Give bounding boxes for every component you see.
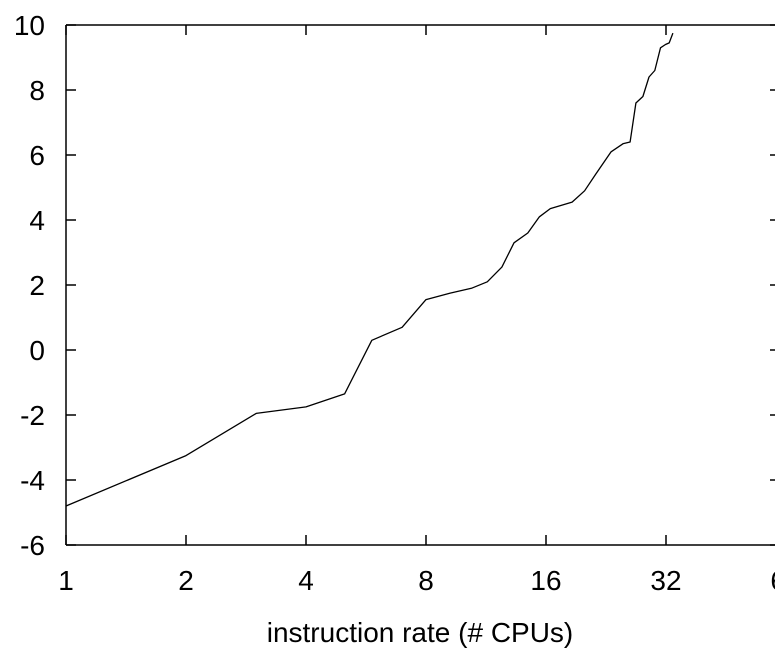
x-tick-label-16: 16 <box>530 565 561 596</box>
y-tick-label-8: 8 <box>29 75 45 106</box>
x-tick-label-8: 8 <box>418 565 434 596</box>
y-tick-label-10: 10 <box>14 10 45 41</box>
x-tick-label-2: 2 <box>178 565 194 596</box>
series-line-1 <box>65 32 674 507</box>
y-tick-label--2: -2 <box>20 400 45 431</box>
y-tick-label--6: -6 <box>20 530 45 561</box>
y-axis: -6 -4 -2 0 2 4 6 8 10 <box>14 10 775 561</box>
y-tick-label-4: 4 <box>29 205 45 236</box>
x-tick-label-32: 32 <box>650 565 681 596</box>
x-axis-title: instruction rate (# CPUs) <box>267 617 574 648</box>
x-axis: 1 2 4 8 16 32 64 <box>58 25 775 596</box>
y-tick-label-0: 0 <box>29 335 45 366</box>
y-tick-label--4: -4 <box>20 465 45 496</box>
y-tick-label-2: 2 <box>29 270 45 301</box>
plot-area <box>65 24 775 546</box>
x-tick-label-4: 4 <box>298 565 314 596</box>
y-tick-label-6: 6 <box>29 140 45 171</box>
series-layer <box>65 32 674 507</box>
x-tick-label-64: 64 <box>770 565 775 596</box>
x-tick-label-1: 1 <box>58 565 74 596</box>
